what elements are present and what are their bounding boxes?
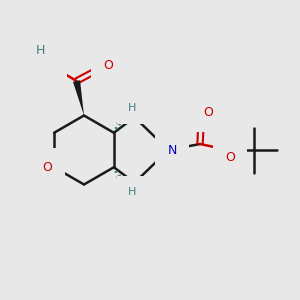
Text: O: O <box>203 106 213 119</box>
Text: N: N <box>167 143 177 157</box>
Polygon shape <box>73 80 84 116</box>
Text: H: H <box>36 44 45 58</box>
Text: H: H <box>128 103 136 113</box>
Text: O: O <box>43 161 52 174</box>
Text: O: O <box>104 59 113 72</box>
Text: O: O <box>45 59 54 72</box>
Text: O: O <box>225 151 235 164</box>
Text: H: H <box>128 187 136 197</box>
